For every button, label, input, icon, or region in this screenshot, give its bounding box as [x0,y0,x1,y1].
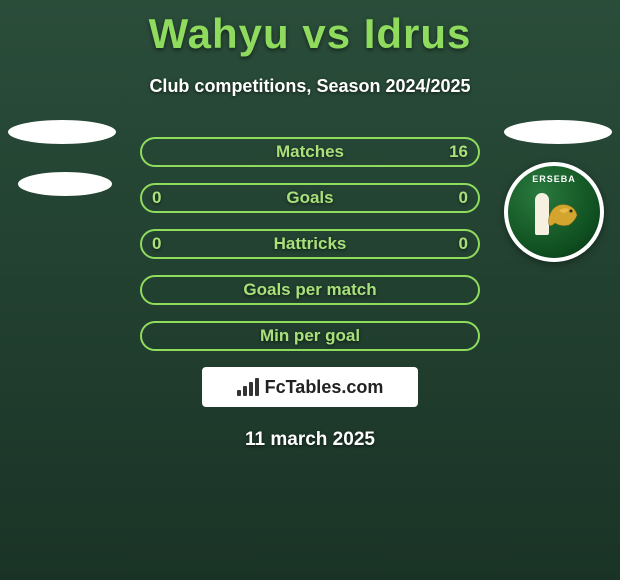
subtitle: Club competitions, Season 2024/2025 [0,76,620,97]
stat-value-left: 0 [152,234,161,254]
icon-bar [237,390,241,396]
stat-value-right: 0 [459,188,468,208]
bar-chart-icon [237,378,259,396]
stat-value-left: 0 [152,188,161,208]
stats-container: Matches 16 0 Goals 0 0 Hattricks 0 Goals… [0,137,620,451]
stat-row-goals-per-match: Goals per match [140,275,480,305]
stat-label: Hattricks [274,234,347,254]
icon-bar [249,382,253,396]
stat-label: Matches [276,142,344,162]
stat-row-goals: 0 Goals 0 [140,183,480,213]
stat-label: Goals per match [243,280,376,300]
footer-brand-badge: FcTables.com [202,367,418,407]
stat-row-hattricks: 0 Hattricks 0 [140,229,480,259]
icon-bar [243,386,247,396]
stat-label: Goals [286,188,333,208]
stat-row-min-per-goal: Min per goal [140,321,480,351]
stat-value-right: 0 [459,234,468,254]
date-label: 11 march 2025 [0,429,620,451]
icon-bar [255,378,259,396]
stat-label: Min per goal [260,326,360,346]
footer-brand-text: FcTables.com [265,377,384,398]
stat-row-matches: Matches 16 [140,137,480,167]
page-title: Wahyu vs Idrus [0,0,620,58]
stat-value-right: 16 [449,142,468,162]
